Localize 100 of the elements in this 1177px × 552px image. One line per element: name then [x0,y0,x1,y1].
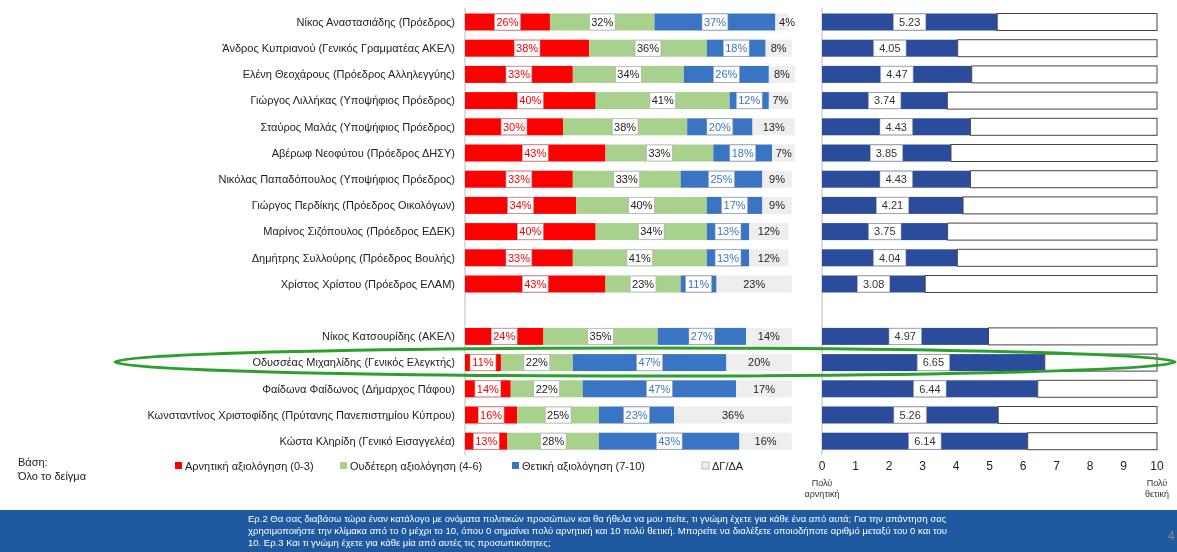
data-label: 41% [651,94,674,107]
data-label: 34% [509,199,532,212]
bar [726,354,792,372]
data-label: 16% [754,435,777,448]
y-tick-label: Αβέρωφ Νεοφύτου (Πρόεδρος ΔΗΣΥ) [271,146,455,159]
x-tick-label: 4 [952,459,960,474]
legend-label: Αρνητική αξιολόγηση (0-3) [185,459,314,472]
legend-label: Θετική αξιολόγηση (7-10) [522,459,645,472]
data-label: 6.14 [914,435,936,448]
data-label: 18% [725,42,748,55]
y-tick-label: Νίκος Κατσουρίδης (ΑΚΕΛ) [322,330,455,343]
bar [971,65,1158,84]
y-tick-label: Μαρίνος Σιζόπουλος (Πρόεδρος ΕΔΕΚ) [263,225,455,238]
data-label: 4.21 [881,199,904,212]
bar [962,196,1158,215]
bar [956,248,1158,267]
y-tick-label: Γιώργος Λιλλήκας (Υποψήφιος Πρόεδρος) [250,94,455,107]
data-label: 33% [507,173,531,186]
data-label: 14% [476,382,500,395]
data-label: 4.47 [886,68,908,81]
y-tick-label: Δημήτρης Συλλούρης (Πρόεδρος Βουλής) [251,251,455,264]
data-label: 17% [723,199,746,212]
data-label: 40% [519,94,542,107]
text: Βάση: Όλο το δείγμα [17,456,87,482]
legend-label: ΔΓ/ΔΑ [712,459,744,472]
data-label: 30% [502,120,526,133]
bar [969,170,1158,189]
data-label: 43% [524,146,547,159]
y-tick-label: Κώστα Κληρίδη (Γενικό Εισαγγελέα) [279,435,455,448]
y-tick-label: Φαίδωνα Φαίδωνος (Δήμαρχος Πάφου) [262,382,455,395]
bar [1027,432,1158,451]
data-label: 41% [628,251,652,264]
text: 4 [1168,529,1175,543]
data-label: 6.65 [922,356,945,369]
data-label: 4.43 [885,173,907,186]
data-label: 23% [625,408,648,421]
data-label: 37% [703,15,727,28]
data-label: 7% [775,146,792,159]
x-tick-label: 7 [1053,459,1061,474]
data-label: 6.44 [919,382,941,395]
data-label: 22% [525,356,549,369]
data-label: 33% [648,146,671,159]
text: Πολύ θετική [1144,478,1170,499]
bar [674,406,792,424]
data-label: 40% [519,225,542,238]
data-label: 8% [773,68,791,81]
data-label: 38% [614,120,637,133]
x-tick-label: 5 [986,459,994,474]
data-label: 12% [738,94,761,107]
data-label: 16% [480,408,503,421]
data-label: 3.74 [873,94,896,107]
data-label: 17% [752,382,776,395]
data-label: 23% [743,277,766,290]
data-label: 3.75 [874,225,896,238]
y-tick-label: Κωνσταντίνος Χριστοφίδης (Πρύτανης Πανεπιστημίου Κύπρου) [147,408,455,421]
bar [947,222,1158,241]
data-label: 4.05 [879,42,901,55]
data-label: 7% [772,94,789,107]
data-label: 9% [769,173,786,186]
data-label: 47% [638,356,661,369]
y-tick-label: Νικόλας Παπαδόπουλος (Υποψήφιος Πρόεδρος) [218,173,455,186]
data-label: 3.08 [862,277,885,290]
data-label: 24% [493,330,516,343]
bar [736,380,792,398]
data-label: 33% [507,68,531,81]
data-label: 33% [615,173,638,186]
data-label: 28% [542,435,565,448]
x-tick-label: 1 [852,459,860,474]
data-label: 4.43 [885,120,907,133]
y-tick-label: Χρίστος Χρίστου (Πρόεδρος ΕΛΑΜ) [280,277,455,290]
data-label: 14% [757,330,781,343]
data-label: 13% [717,251,740,264]
data-label: 12% [757,251,781,264]
data-label: 13% [717,225,740,238]
legend-label: Ουδέτερη αξιολόγηση (4-6) [350,459,483,472]
data-label: 26% [496,15,519,28]
data-label: 27% [690,330,714,343]
data-label: 11% [688,277,710,290]
data-label: 5.26 [899,408,921,421]
y-tick-label: Σταύρος Μαλάς (Υποψήφιος Πρόεδρος) [260,120,455,133]
bar [997,406,1158,424]
data-label: 36% [636,42,660,55]
data-label: 3.85 [875,146,898,159]
x-tick-label: 0 [818,459,826,474]
x-tick-label: 6 [1019,459,1027,474]
data-label: 5.23 [898,15,921,28]
data-label: 23% [632,277,655,290]
bar [969,117,1158,136]
data-label: 9% [769,199,786,212]
x-tick-label: 10 [1150,459,1164,474]
data-label: 35% [589,330,612,343]
x-tick-label: 9 [1120,459,1128,474]
data-label: 20% [748,356,771,369]
data-label: 25% [710,173,733,186]
bar [946,91,1158,110]
bar [957,39,1158,58]
data-label: 13% [475,435,498,448]
y-tick-label: Γιώργος Περδίκης (Πρόεδρος Οικολόγων) [251,199,455,212]
data-label: 26% [715,68,738,81]
data-label: 4.97 [894,330,916,343]
